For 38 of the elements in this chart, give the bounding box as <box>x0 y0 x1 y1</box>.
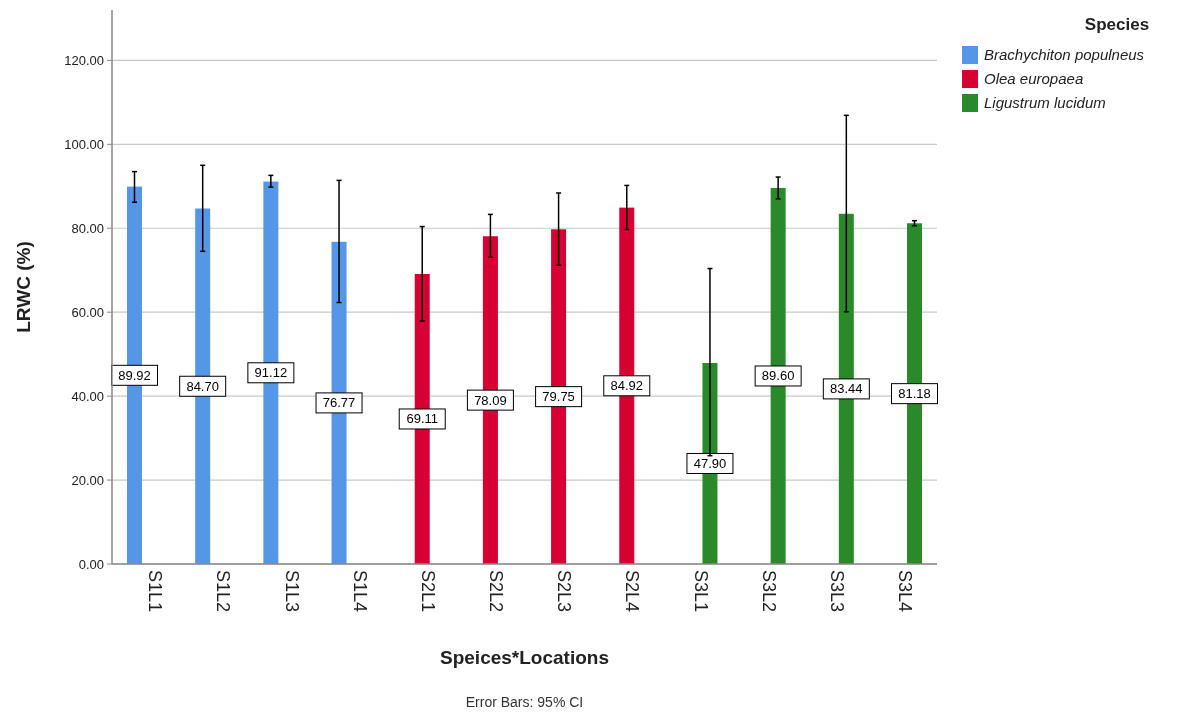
x-tick-label: S3L3 <box>827 570 848 613</box>
x-tick-label: S1L4 <box>349 570 370 613</box>
data-label: 79.75 <box>542 389 575 405</box>
data-label: 76.77 <box>322 395 356 411</box>
x-tick-label: S3L4 <box>895 570 916 613</box>
legend-title: Species <box>1084 15 1150 34</box>
y-tick-label: 60.00 <box>71 304 104 320</box>
legend-label: Olea europaea <box>984 70 1084 88</box>
data-label: 83.44 <box>830 381 863 397</box>
y-tick-label: 40.00 <box>71 388 104 404</box>
y-tick-label: 80.00 <box>71 220 104 236</box>
y-tick-label: 100.00 <box>64 136 104 152</box>
x-tick-label: S2L3 <box>554 570 575 613</box>
y-tick-label: 120.00 <box>64 52 104 68</box>
data-label: 81.18 <box>898 386 931 402</box>
data-label: 91.12 <box>254 365 288 381</box>
x-axis-title: Speices*Locations <box>440 647 609 668</box>
x-tick-label: S2L4 <box>622 570 643 613</box>
data-label: 47.90 <box>693 455 727 471</box>
data-label: 84.70 <box>186 378 219 394</box>
data-label: 84.92 <box>610 378 644 394</box>
x-tick-label: S3L1 <box>690 570 711 613</box>
x-tick-label: S1L1 <box>145 570 166 613</box>
x-tick-label: S2L1 <box>417 570 438 613</box>
y-tick-label: 0.00 <box>78 556 104 572</box>
x-tick-label: S1L2 <box>213 570 234 613</box>
data-label: 69.11 <box>406 411 439 427</box>
legend-label: Brachychiton populneus <box>984 46 1145 64</box>
x-tick-label: S3L2 <box>758 570 779 613</box>
legend-label: Ligustrum lucidum <box>984 94 1106 112</box>
x-tick-label: S1L3 <box>281 570 302 613</box>
x-tick-label: S2L2 <box>486 570 507 613</box>
y-axis-title: LRWC (%) <box>13 241 34 333</box>
data-label: 78.09 <box>474 392 507 408</box>
y-tick-label: 20.00 <box>71 472 104 488</box>
text: Error Bars: 95% CI <box>465 694 584 710</box>
data-label: 89.60 <box>761 368 795 384</box>
data-label: 89.92 <box>118 367 151 383</box>
